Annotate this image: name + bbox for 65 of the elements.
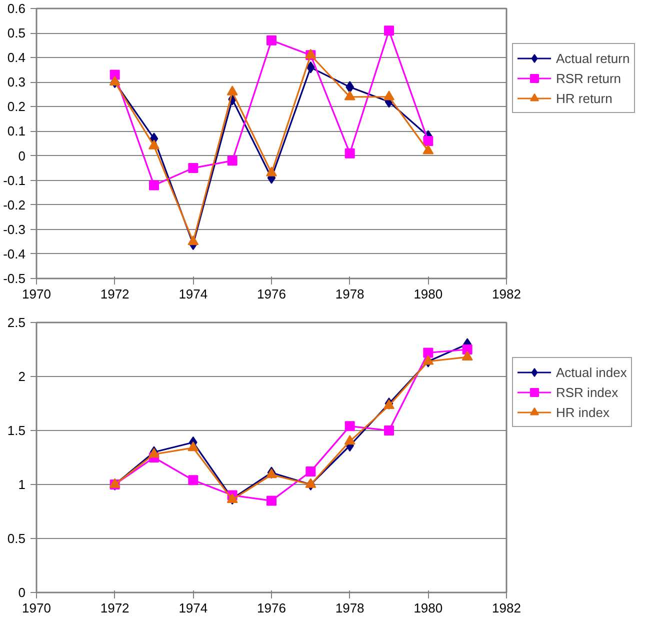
point [422,144,434,154]
point [266,496,276,506]
x-tick-label: 1972 [100,600,130,616]
y-tick-label: 2.5 [7,315,26,330]
point [462,350,473,360]
legend-label: HR return [556,90,612,106]
legend-label: RSR index [556,384,618,400]
legend-label: RSR return [556,70,622,86]
y-tick-label: 0.4 [7,50,26,66]
x-tick-label: 1974 [178,286,208,302]
point [188,163,198,174]
y-tick-label: 1 [18,477,26,492]
point [344,148,355,158]
y-tick-label: -0.4 [3,246,26,262]
point [188,475,198,486]
point [226,86,238,96]
x-tick-label: 1982 [492,600,521,616]
point [384,90,394,100]
y-tick-label: -0.2 [3,197,26,212]
y-tick-label: 2 [18,369,26,384]
point [266,35,276,46]
point [422,355,434,365]
x-tick-label: 1978 [335,600,364,616]
x-tick-label: 1980 [414,600,443,616]
legend-label: HR index [556,404,610,420]
point [423,136,434,146]
point [188,235,199,246]
x-tick-label: 1980 [414,286,443,302]
point [344,421,355,432]
x-tick-label: 1974 [178,600,208,616]
y-tick-label: 1.5 [7,423,26,438]
legend-label: Actual return [556,50,630,66]
y-tick-label: 0.1 [7,124,26,139]
point [306,466,316,477]
x-tick-label: 1970 [22,286,51,302]
x-tick-label: 1978 [335,286,364,302]
point [423,348,434,358]
y-tick-label: 0.2 [7,99,26,114]
point [344,90,356,100]
y-tick-label: 0.5 [7,26,26,41]
point [227,156,238,166]
y-tick-label: 0.6 [7,1,26,16]
x-tick-label: 1972 [100,286,130,302]
point [148,140,160,150]
x-tick-label: 1976 [257,286,286,302]
point [149,180,159,190]
point [305,478,316,488]
x-tick-label: 1982 [492,286,521,302]
y-tick-label: 0.5 [7,531,26,546]
point [266,166,277,176]
point [462,344,472,354]
y-tick-label: -0.3 [3,222,26,237]
point [109,76,120,86]
point [384,26,394,36]
y-tick-label: 0 [18,148,26,164]
point [344,435,356,445]
point [188,442,199,452]
y-tick-label: -0.1 [3,172,26,188]
x-tick-label: 1976 [257,600,286,616]
y-tick-label: -0.5 [3,271,26,286]
x-tick-label: 1970 [22,600,51,616]
y-tick-label: 0 [18,585,26,600]
point [384,426,394,436]
y-tick-label: 0.3 [7,74,26,90]
legend-label: Actual index [556,364,627,380]
